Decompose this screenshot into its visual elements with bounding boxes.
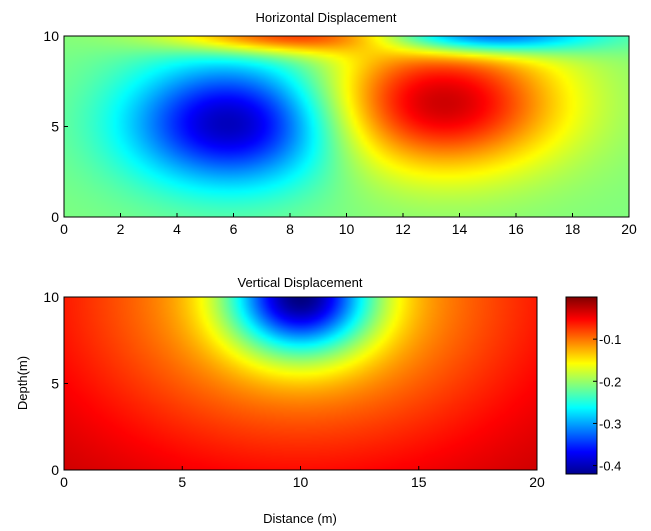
x-tick-label: 18 <box>565 221 581 237</box>
y-tick-label: 0 <box>51 462 59 478</box>
y-tick-label: 10 <box>43 28 59 44</box>
x-tick-label: 12 <box>395 221 411 237</box>
colorbar-tick-label: -0.4 <box>599 459 621 474</box>
chart2-heatmap-image <box>64 297 537 470</box>
y-tick-label: 5 <box>51 376 59 392</box>
y-tick-label: 5 <box>51 119 59 135</box>
colorbar-tick-label: -0.1 <box>599 332 621 347</box>
chart1-heatmap <box>64 36 629 217</box>
colorbar-gradient <box>565 296 598 475</box>
chart2-y-axis-label: Depth(m) <box>15 356 30 410</box>
chart1-y-ticks: 0 5 10 <box>43 28 68 225</box>
x-tick-label: 20 <box>529 474 545 490</box>
chart2-title: Vertical Displacement <box>238 275 363 290</box>
colorbar-tick-label: -0.2 <box>599 374 621 389</box>
chart1-title: Horizontal Displacement <box>256 10 397 25</box>
horizontal-displacement-chart: Horizontal Displacement 0 2 4 6 8 10 12 14 16 18 2… <box>43 10 637 237</box>
x-tick-label: 15 <box>411 474 427 490</box>
x-tick-label: 0 <box>60 221 68 237</box>
x-tick-label: 10 <box>293 474 309 490</box>
chart2-x-axis-label: Distance (m) <box>263 511 337 526</box>
x-tick-label: 10 <box>339 221 355 237</box>
x-tick-label: 0 <box>60 474 68 490</box>
vertical-displacement-chart: Vertical Displacement 0 5 10 15 20 0 5 10 Dist… <box>15 275 621 526</box>
x-tick-label: 14 <box>452 221 468 237</box>
chart2-heatmap <box>64 297 537 470</box>
chart2-x-ticks: 0 5 10 15 20 <box>60 466 545 490</box>
x-tick-label: 2 <box>117 221 125 237</box>
y-tick-label: 0 <box>51 209 59 225</box>
chart1-x-ticks: 0 2 4 6 8 10 12 14 16 18 20 <box>60 213 637 237</box>
y-tick-label: 10 <box>43 289 59 305</box>
x-tick-label: 20 <box>621 221 637 237</box>
chart1-heatmap-image <box>64 36 629 217</box>
colorbar-tick-label: -0.3 <box>599 416 621 431</box>
x-tick-label: 6 <box>230 221 238 237</box>
chart2-y-ticks: 0 5 10 <box>43 289 68 478</box>
x-tick-label: 8 <box>286 221 294 237</box>
x-tick-label: 4 <box>173 221 181 237</box>
x-tick-label: 16 <box>508 221 524 237</box>
x-tick-label: 5 <box>178 474 186 490</box>
colorbar-ticks: -0.1 -0.2 -0.3 -0.4 <box>593 332 621 474</box>
colorbar: -0.1 -0.2 -0.3 -0.4 <box>565 296 621 475</box>
